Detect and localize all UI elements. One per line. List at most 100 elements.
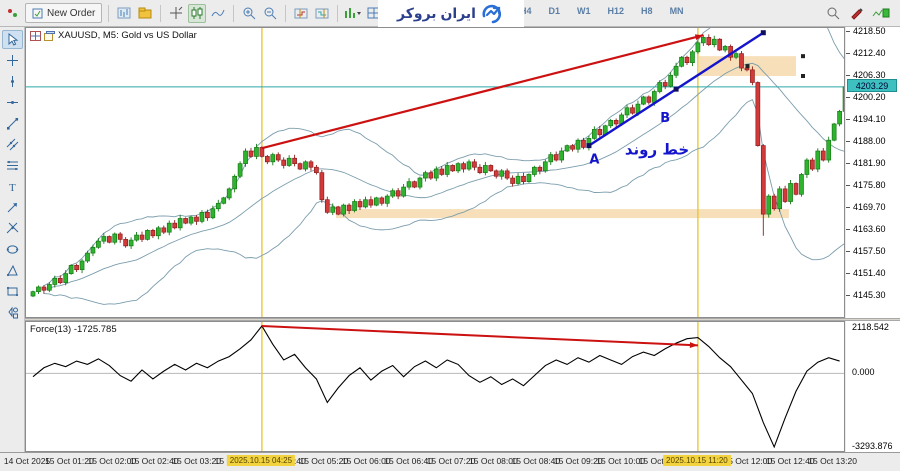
crosshair-tool-icon[interactable] [2, 51, 23, 70]
candle [739, 53, 744, 69]
candle [297, 163, 303, 170]
toolbar-separator [337, 4, 339, 22]
panel-splitter[interactable] [25, 318, 900, 321]
line-mode-icon[interactable] [209, 4, 227, 23]
price-tick: 4181.90 [846, 158, 900, 168]
shift-left-icon[interactable] [292, 4, 310, 23]
candle [210, 208, 216, 219]
indicators-icon[interactable] [344, 4, 362, 23]
new-order-button[interactable]: New Order [25, 3, 103, 23]
connect-icon[interactable] [4, 4, 22, 23]
shift-right-icon[interactable] [313, 4, 331, 23]
draw-icon[interactable] [848, 4, 866, 23]
zoom-in-icon[interactable] [240, 4, 258, 23]
chart-annotation-text: A [589, 153, 599, 168]
candle [837, 110, 842, 125]
toolbar-right-group [824, 4, 896, 23]
crosshair-icon[interactable] [167, 4, 185, 23]
trendline-tool-icon[interactable] [2, 114, 23, 133]
barchart-icon[interactable] [115, 4, 133, 23]
candle [444, 165, 450, 175]
chart-grid-icon[interactable] [30, 30, 41, 41]
indicator-axis[interactable]: 2118.542 0.000 -3293.876 [846, 321, 900, 452]
candle [379, 197, 385, 204]
rectangle-tool-icon[interactable] [2, 282, 23, 301]
candle [172, 222, 178, 229]
time-label: 15 Oct 12:00 [723, 456, 773, 466]
price-axis[interactable]: 4218.50 4212.40 4206.30 4200.20 4194.10 4188.… [846, 26, 900, 318]
bollinger-band [43, 28, 844, 287]
candle [412, 181, 417, 188]
candle [335, 206, 341, 215]
tf-w1[interactable]: W1 [577, 6, 591, 16]
shapes-tool-icon[interactable] [2, 303, 23, 322]
main-chart-svg[interactable]: A B خط روند [26, 28, 844, 317]
price-tick: 4218.50 [846, 26, 900, 36]
candle [684, 56, 690, 64]
candle [63, 273, 69, 284]
tf-mn[interactable]: MN [669, 6, 684, 16]
candle [341, 204, 346, 215]
ellipse-tool-icon[interactable] [2, 240, 23, 259]
new-order-label: New Order [47, 7, 96, 19]
tf-h8[interactable]: H8 [641, 6, 653, 16]
tf-h4[interactable]: H4 [520, 6, 532, 16]
candle [450, 165, 455, 172]
time-label: 15 Oct 08:00 [469, 456, 518, 466]
arrow-tool-icon[interactable] [2, 198, 23, 217]
candle [237, 163, 243, 177]
chart-window-icon[interactable] [44, 30, 55, 41]
search-icon[interactable] [824, 4, 842, 23]
candle [314, 166, 319, 174]
candle [205, 211, 210, 219]
price-tick: 4145.30 [846, 290, 900, 300]
candle [215, 202, 221, 210]
broker-logo: ایران بروکر [378, 0, 524, 27]
time-label: 15 Oct 09:20 [553, 456, 603, 466]
channel-tool-icon[interactable] [2, 135, 23, 154]
candle [499, 170, 505, 177]
main-chart-panel[interactable]: XAUUSD, M5: Gold vs US Dollar A B خط روند [25, 27, 845, 318]
candle [265, 156, 270, 163]
candle [788, 183, 793, 202]
time-label: 15 Oct 05:20 [299, 456, 349, 466]
candle [368, 199, 374, 206]
folder-icon[interactable] [136, 4, 154, 23]
vertical-line-tool-icon[interactable] [2, 72, 23, 91]
candle [433, 168, 439, 179]
cursor-tool-icon[interactable] [1, 30, 23, 49]
bollinger-band [43, 62, 844, 291]
candle [799, 174, 804, 195]
indicator-panel[interactable]: Force(13) -1725.785 [25, 321, 845, 452]
chart-mini-icon[interactable] [872, 4, 890, 23]
triangle-tool-icon[interactable] [2, 261, 23, 280]
zoom-out-icon[interactable] [261, 4, 279, 23]
candle [363, 199, 368, 208]
candle [700, 37, 706, 44]
candlestick-mode-icon[interactable] [188, 3, 207, 23]
cycle-lines-tool-icon[interactable] [2, 219, 23, 238]
tf-d1[interactable]: D1 [548, 6, 561, 16]
candle [608, 120, 614, 127]
candle [145, 230, 150, 240]
candle [139, 234, 145, 240]
candle [199, 211, 205, 222]
fibonacci-tool-icon[interactable] [2, 156, 23, 175]
candle [188, 216, 194, 224]
candle [526, 174, 532, 183]
candle [706, 37, 712, 45]
horizontal-line-tool-icon[interactable] [2, 93, 23, 112]
time-label: 15 Oct 03:20 [172, 456, 221, 466]
time-axis[interactable]: 14 Oct 2025 15 Oct 01:20 15 Oct 02:00 15 Oc… [0, 452, 900, 471]
candle [150, 230, 156, 237]
candle [79, 260, 85, 271]
tf-h12[interactable]: H12 [607, 6, 625, 16]
candle [303, 161, 308, 170]
indicator-svg[interactable] [26, 322, 844, 451]
text-tool-icon[interactable]: T [2, 177, 23, 196]
candle [156, 227, 161, 237]
candle [357, 201, 363, 208]
candle [722, 46, 728, 51]
candle [809, 159, 815, 170]
candle [254, 147, 259, 157]
